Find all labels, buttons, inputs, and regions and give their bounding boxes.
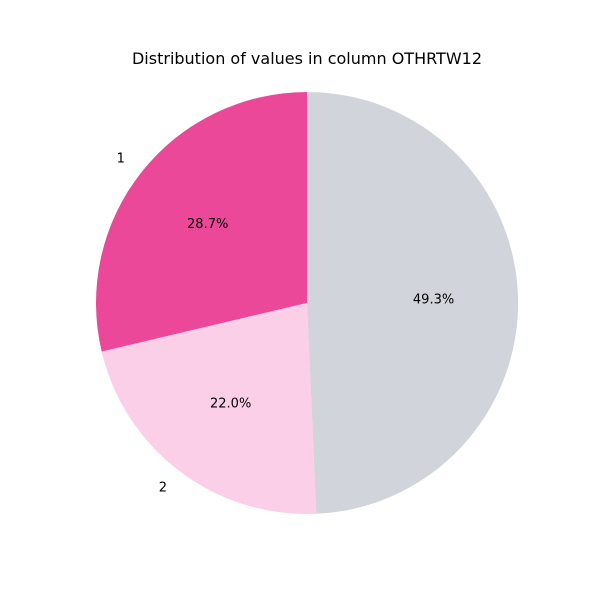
pie-slice-0: [96, 92, 308, 352]
slice-percentage-2: 49.3%: [413, 293, 454, 308]
pie-slices: [96, 91, 519, 515]
pie-slice-2: [307, 91, 519, 514]
chart-title: Distribution of values in column OTHRTW1…: [132, 49, 482, 68]
slice-label-1: 2: [159, 481, 167, 496]
slice-percentage-0: 28.7%: [187, 217, 228, 232]
slice-percentage-1: 22.0%: [210, 397, 251, 412]
slice-label-0: 1: [117, 152, 125, 167]
pie-slice-1: [101, 303, 317, 515]
pie-labels: 1 28.7% 2 22.0% 49.3%: [117, 152, 455, 496]
